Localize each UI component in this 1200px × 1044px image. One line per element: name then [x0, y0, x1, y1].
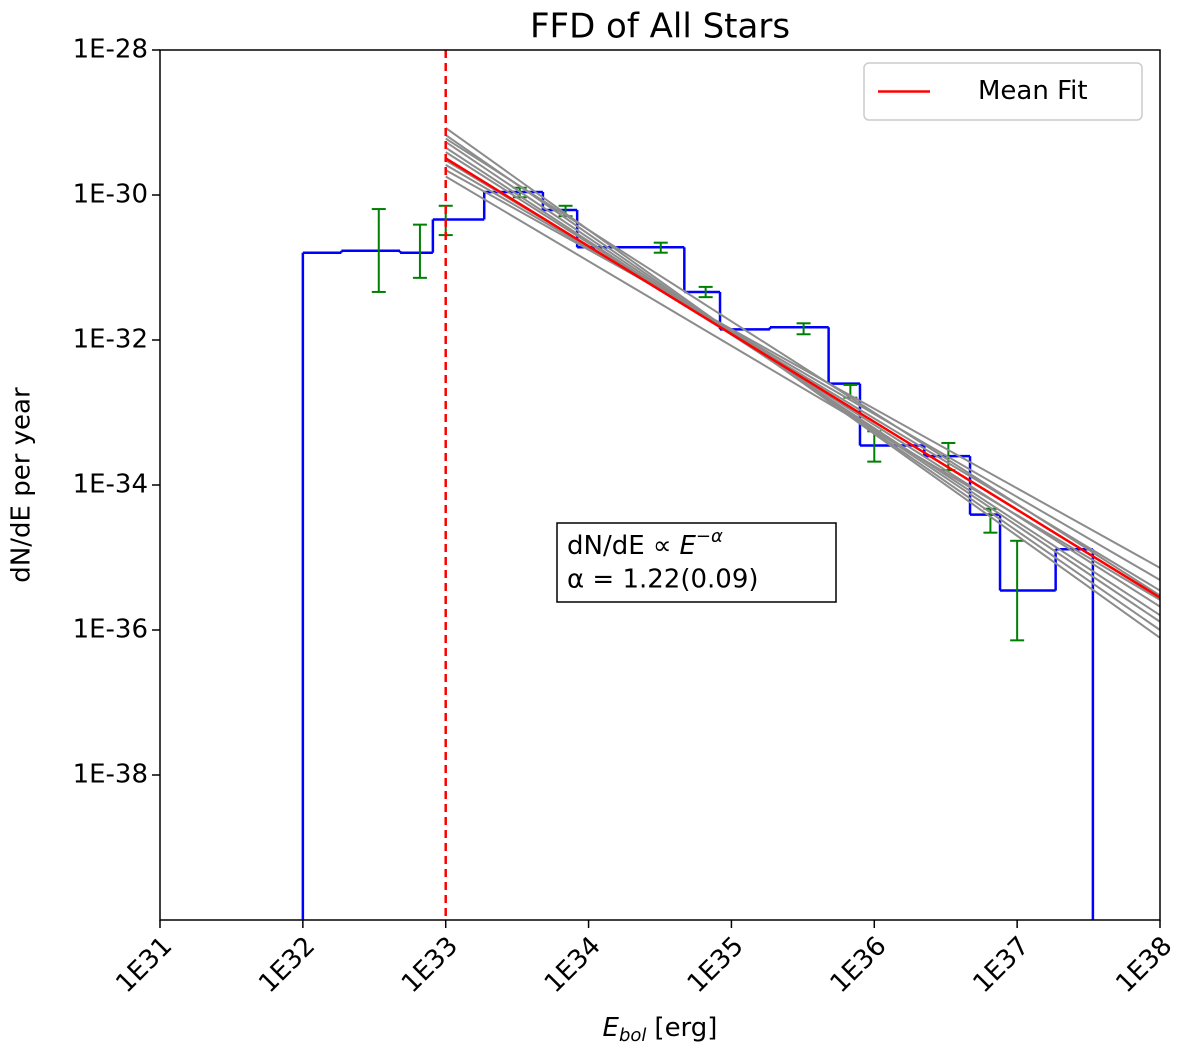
annotation-box: [556, 522, 837, 603]
legend-label: Mean Fit: [978, 76, 1088, 106]
annotation-prefix: dN/dE ∝: [567, 531, 671, 561]
fit-line: [445, 137, 1161, 597]
annotation-base: E: [679, 531, 696, 561]
fit-line: [445, 146, 1161, 617]
plot-frame: [159, 49, 1161, 921]
fit-line: [445, 169, 1161, 569]
x-tick-label: 1E32: [253, 931, 321, 999]
error-bar: [698, 285, 713, 299]
annotation-exponent: −α: [696, 526, 723, 547]
y-tick-label: 1E-30: [73, 180, 148, 210]
error-bar: [412, 223, 427, 279]
fit-line: [445, 175, 1161, 601]
error-bar: [653, 241, 668, 254]
x-label-sub: bol: [619, 1025, 646, 1044]
annotation-formula: dN/dE ∝ E−α: [567, 526, 723, 561]
y-tick-label: 1E-36: [73, 615, 148, 645]
x-tick-label: 1E33: [396, 931, 464, 999]
x-label-unit: [erg]: [654, 1013, 717, 1043]
y-tick-label: 1E-38: [73, 760, 148, 790]
x-tick-label: 1E34: [539, 931, 607, 999]
fit-line: [445, 164, 1161, 581]
error-bar: [1010, 539, 1025, 642]
x-axis-label: Ebol [erg]: [603, 1013, 718, 1044]
y-tick-label: 1E-32: [73, 325, 148, 355]
x-tick-label: 1E31: [110, 931, 178, 999]
legend-box: [863, 62, 1143, 121]
error-bar: [796, 322, 811, 336]
x-tick-label: 1E35: [682, 931, 750, 999]
x-tick-label: 1E36: [825, 931, 893, 999]
y-tick-label: 1E-34: [73, 470, 148, 500]
y-tick-label: 1E-28: [73, 35, 148, 65]
x-tick-label: 1E38: [1110, 931, 1178, 999]
chart-title: FFD of All Stars: [530, 7, 790, 47]
x-tick-label: 1E37: [967, 931, 1035, 999]
error-bar: [371, 208, 386, 293]
y-axis-label: dN/dE per year: [7, 387, 37, 583]
mean-fit-line: [445, 157, 1161, 599]
annotation-alpha: α = 1.22(0.09): [567, 565, 759, 595]
x-label-base: E: [603, 1013, 620, 1043]
